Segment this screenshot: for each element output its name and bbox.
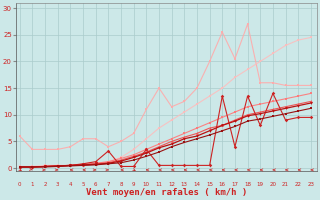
X-axis label: Vent moyen/en rafales ( km/h ): Vent moyen/en rafales ( km/h )	[86, 188, 247, 197]
